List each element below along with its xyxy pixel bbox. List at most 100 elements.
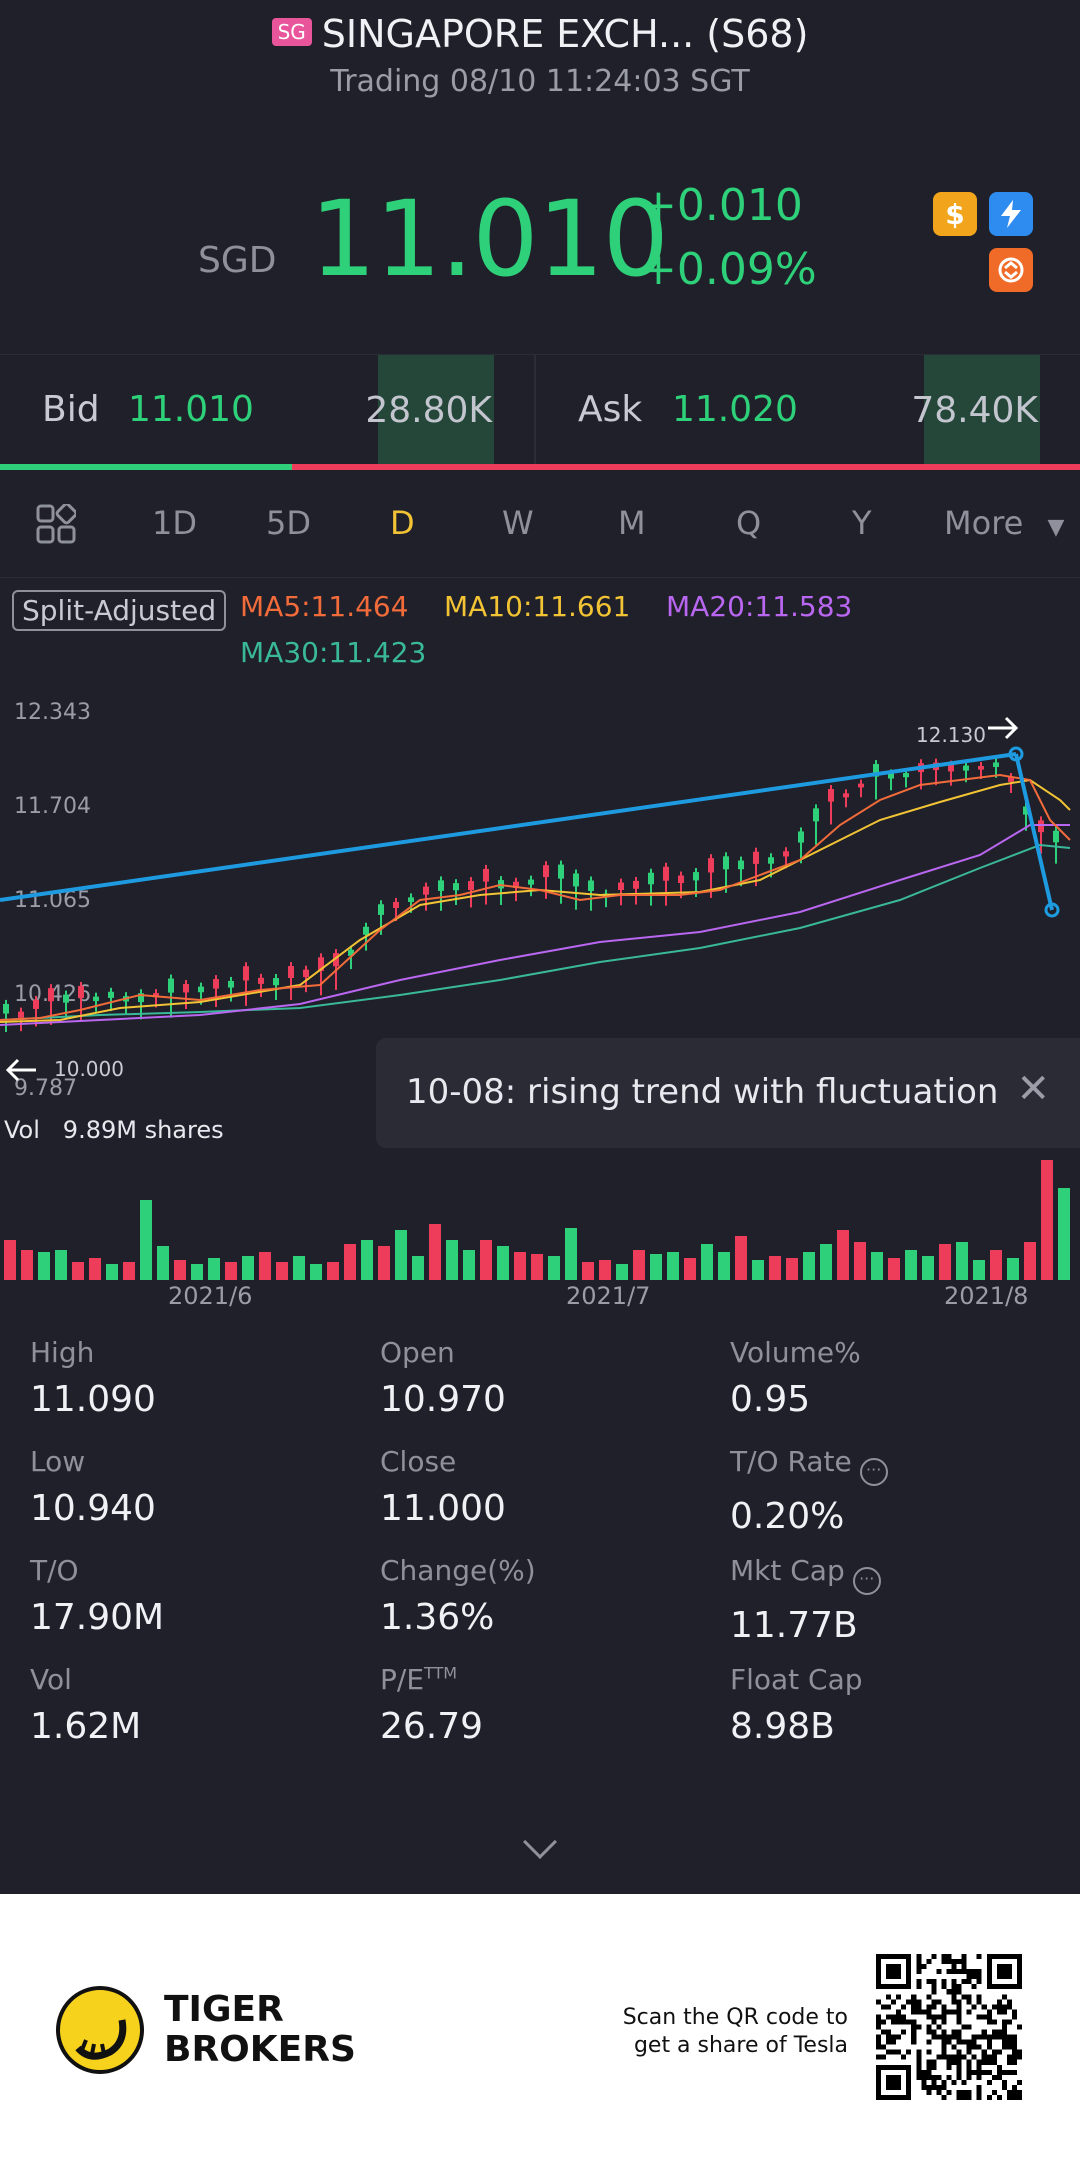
qr-module <box>921 2069 927 2075</box>
qr-module <box>916 2049 922 2055</box>
candle-body <box>843 793 849 798</box>
tab-more-label: More <box>944 504 1024 542</box>
candle-body <box>258 977 264 984</box>
qr-module <box>986 2094 992 2100</box>
bid-ratio-fill <box>0 464 292 470</box>
candle-body <box>33 999 39 1009</box>
volume-bar <box>446 1240 458 1280</box>
qr-module <box>951 1994 957 2000</box>
candle-body <box>993 762 999 767</box>
qr-module <box>991 2074 997 2080</box>
qr-module <box>956 2049 962 2055</box>
qr-module <box>926 2004 932 2010</box>
qr-module <box>956 1984 962 1990</box>
volume-bar <box>276 1262 288 1280</box>
stat-volume-pct: Volume% 0.95 <box>730 1336 1060 1420</box>
qr-module <box>936 2054 942 2060</box>
qr-module <box>911 2009 917 2015</box>
qr-module <box>946 2054 952 2060</box>
qr-module <box>976 2074 982 2080</box>
qr-module <box>1001 2009 1007 2015</box>
volume-bar <box>310 1264 322 1280</box>
tab-d[interactable]: D <box>390 504 415 542</box>
candle-body <box>693 872 699 881</box>
qr-finder <box>996 1964 1012 1980</box>
close-icon[interactable]: ✕ <box>1016 1066 1050 1112</box>
qr-module <box>1016 2094 1022 2100</box>
stat-change-pct: Change(%) 1.36% <box>380 1554 710 1638</box>
qr-module <box>1006 2089 1012 2095</box>
qr-module <box>956 2074 962 2080</box>
expand-chevron-icon[interactable] <box>523 1825 557 1859</box>
qr-module <box>946 2039 952 2045</box>
qr-module <box>996 2074 1002 2080</box>
flash-icon[interactable] <box>989 192 1033 236</box>
tab-5d[interactable]: 5D <box>266 504 311 542</box>
volume-bar <box>157 1246 169 1280</box>
tab-more[interactable]: More ▼ <box>944 504 1064 542</box>
qr-module <box>986 2044 992 2050</box>
qr-module <box>1006 2034 1012 2040</box>
qr-module <box>971 2034 977 2040</box>
candle-body <box>3 1003 9 1014</box>
qr-module <box>916 2074 922 2080</box>
qr-module <box>966 1974 972 1980</box>
qr-module <box>956 2034 962 2040</box>
split-adjusted-toggle[interactable]: Split-Adjusted <box>12 590 227 631</box>
volume-bar <box>565 1228 577 1280</box>
tab-m[interactable]: M <box>618 504 646 542</box>
qr-module <box>1011 2069 1017 2075</box>
qr-module <box>1006 2069 1012 2075</box>
toast-text: 10-08: rising trend with fluctuation <box>406 1072 999 1112</box>
qr-module <box>956 2069 962 2075</box>
tab-1d[interactable]: 1D <box>152 504 197 542</box>
candle-body <box>168 978 174 993</box>
qr-module <box>946 1989 952 1995</box>
qr-module <box>886 2049 892 2055</box>
qr-module <box>931 2084 937 2090</box>
qr-module <box>971 2069 977 2075</box>
qr-code <box>876 1954 1022 2100</box>
more-info-icon[interactable]: ··· <box>852 1567 881 1595</box>
title-row[interactable]: SG SINGAPORE EXCH... (S68) <box>0 12 1080 56</box>
swap-icon[interactable] <box>989 248 1033 292</box>
qr-module <box>976 2034 982 2040</box>
bid-ask-panel[interactable]: Bid 11.010 28.80K Ask 11.020 78.40K <box>0 354 1080 465</box>
volume-bar <box>599 1260 611 1280</box>
bid-label: Bid <box>42 389 100 430</box>
qr-module <box>891 1999 897 2005</box>
candles <box>3 758 1059 1033</box>
qr-module <box>916 2054 922 2060</box>
tab-w[interactable]: W <box>502 504 534 542</box>
qr-module <box>916 2069 922 2075</box>
stat-low: Low 10.940 <box>30 1445 360 1529</box>
qr-module <box>946 2059 952 2065</box>
qr-module <box>961 1994 967 2000</box>
stat-to-rate: T/O Rate ··· 0.20% <box>730 1445 1060 1537</box>
volume-bar <box>361 1240 373 1280</box>
qr-module <box>956 2039 962 2045</box>
volume-bar <box>123 1262 135 1280</box>
stat-value: 1.36% <box>380 1597 495 1638</box>
trend-toast[interactable]: 10-08: rising trend with fluctuation ✕ <box>376 1038 1080 1148</box>
candle-body <box>393 901 399 908</box>
volume-bar <box>667 1252 679 1280</box>
volume-label: Vol 9.89M shares <box>4 1116 224 1144</box>
tab-q[interactable]: Q <box>736 504 762 542</box>
dollar-icon[interactable]: $ <box>933 192 977 236</box>
qr-module <box>976 2014 982 2020</box>
price-chart[interactable]: 12.130 10.000 <box>0 690 1080 1110</box>
qr-module <box>951 1979 957 1985</box>
volume-bar <box>55 1250 67 1280</box>
qr-module <box>936 1969 942 1975</box>
more-info-icon[interactable]: ··· <box>859 1458 888 1486</box>
volume-bar <box>514 1252 526 1280</box>
brand-line: BROKERS <box>164 2029 356 2070</box>
tab-y[interactable]: Y <box>852 504 872 542</box>
layout-grid-icon[interactable] <box>36 504 76 544</box>
scan-text: Scan the QR code to get a share of Tesla <box>623 2004 848 2060</box>
qr-module <box>886 2034 892 2040</box>
volume-bar <box>174 1260 186 1280</box>
candle-body <box>363 926 369 935</box>
qr-module <box>941 2054 947 2060</box>
